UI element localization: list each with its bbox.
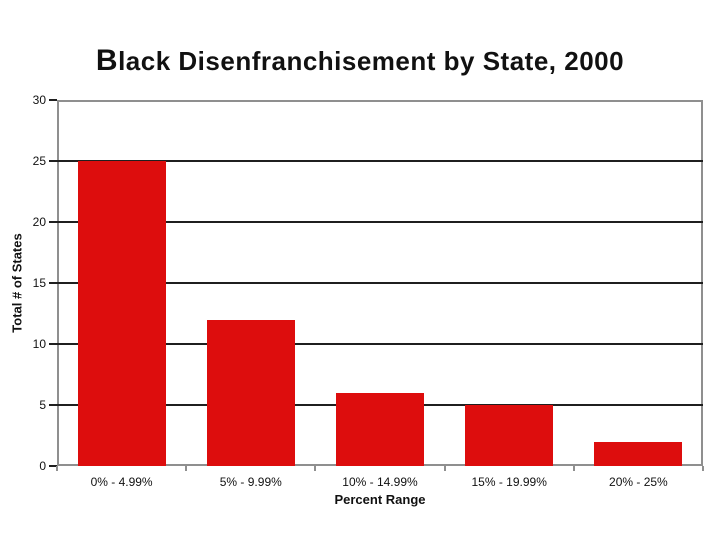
x-tick-label: 10% - 14.99% [342,475,418,489]
gridline [57,343,703,345]
plot-area [57,100,703,466]
y-tick-mark [49,282,57,284]
x-tick-mark [572,466,575,471]
x-tick-mark [702,466,704,471]
y-tick-mark [49,404,57,406]
bar [336,392,424,466]
y-tick-label: 15 [32,276,46,290]
y-tick-mark [49,343,57,345]
y-tick-label: 30 [32,93,46,107]
bar [77,161,166,466]
bar [206,319,295,466]
y-tick-mark [49,99,57,101]
x-tick-mark [443,466,446,471]
x-tick-label: 5% - 9.99% [219,475,282,489]
x-axis-title: Percent Range [334,492,426,507]
plot-top-border [57,100,703,102]
gridline [57,221,703,223]
y-tick-label: 20 [32,215,46,229]
y-tick-label: 0 [39,459,46,473]
x-tick-label: 0% - 4.99% [90,475,153,489]
x-tick-label: 20% - 25% [609,475,668,489]
gridline [57,282,703,284]
gridline [57,160,703,162]
y-tick-label: 10 [32,337,46,351]
x-tick-mark [314,466,317,471]
y-tick-mark [49,160,57,162]
y-tick-label: 5 [39,398,46,412]
bar [594,441,683,466]
x-tick-mark [56,466,58,471]
x-tick-label: 15% - 19.99% [471,475,547,489]
x-tick-mark [185,466,188,471]
y-tick-mark [49,465,57,467]
y-tick-mark [49,221,57,223]
chart-title: Black Disenfranchisement by State, 2000 [95,44,625,77]
bar [465,405,554,466]
y-tick-label: 25 [32,154,46,168]
